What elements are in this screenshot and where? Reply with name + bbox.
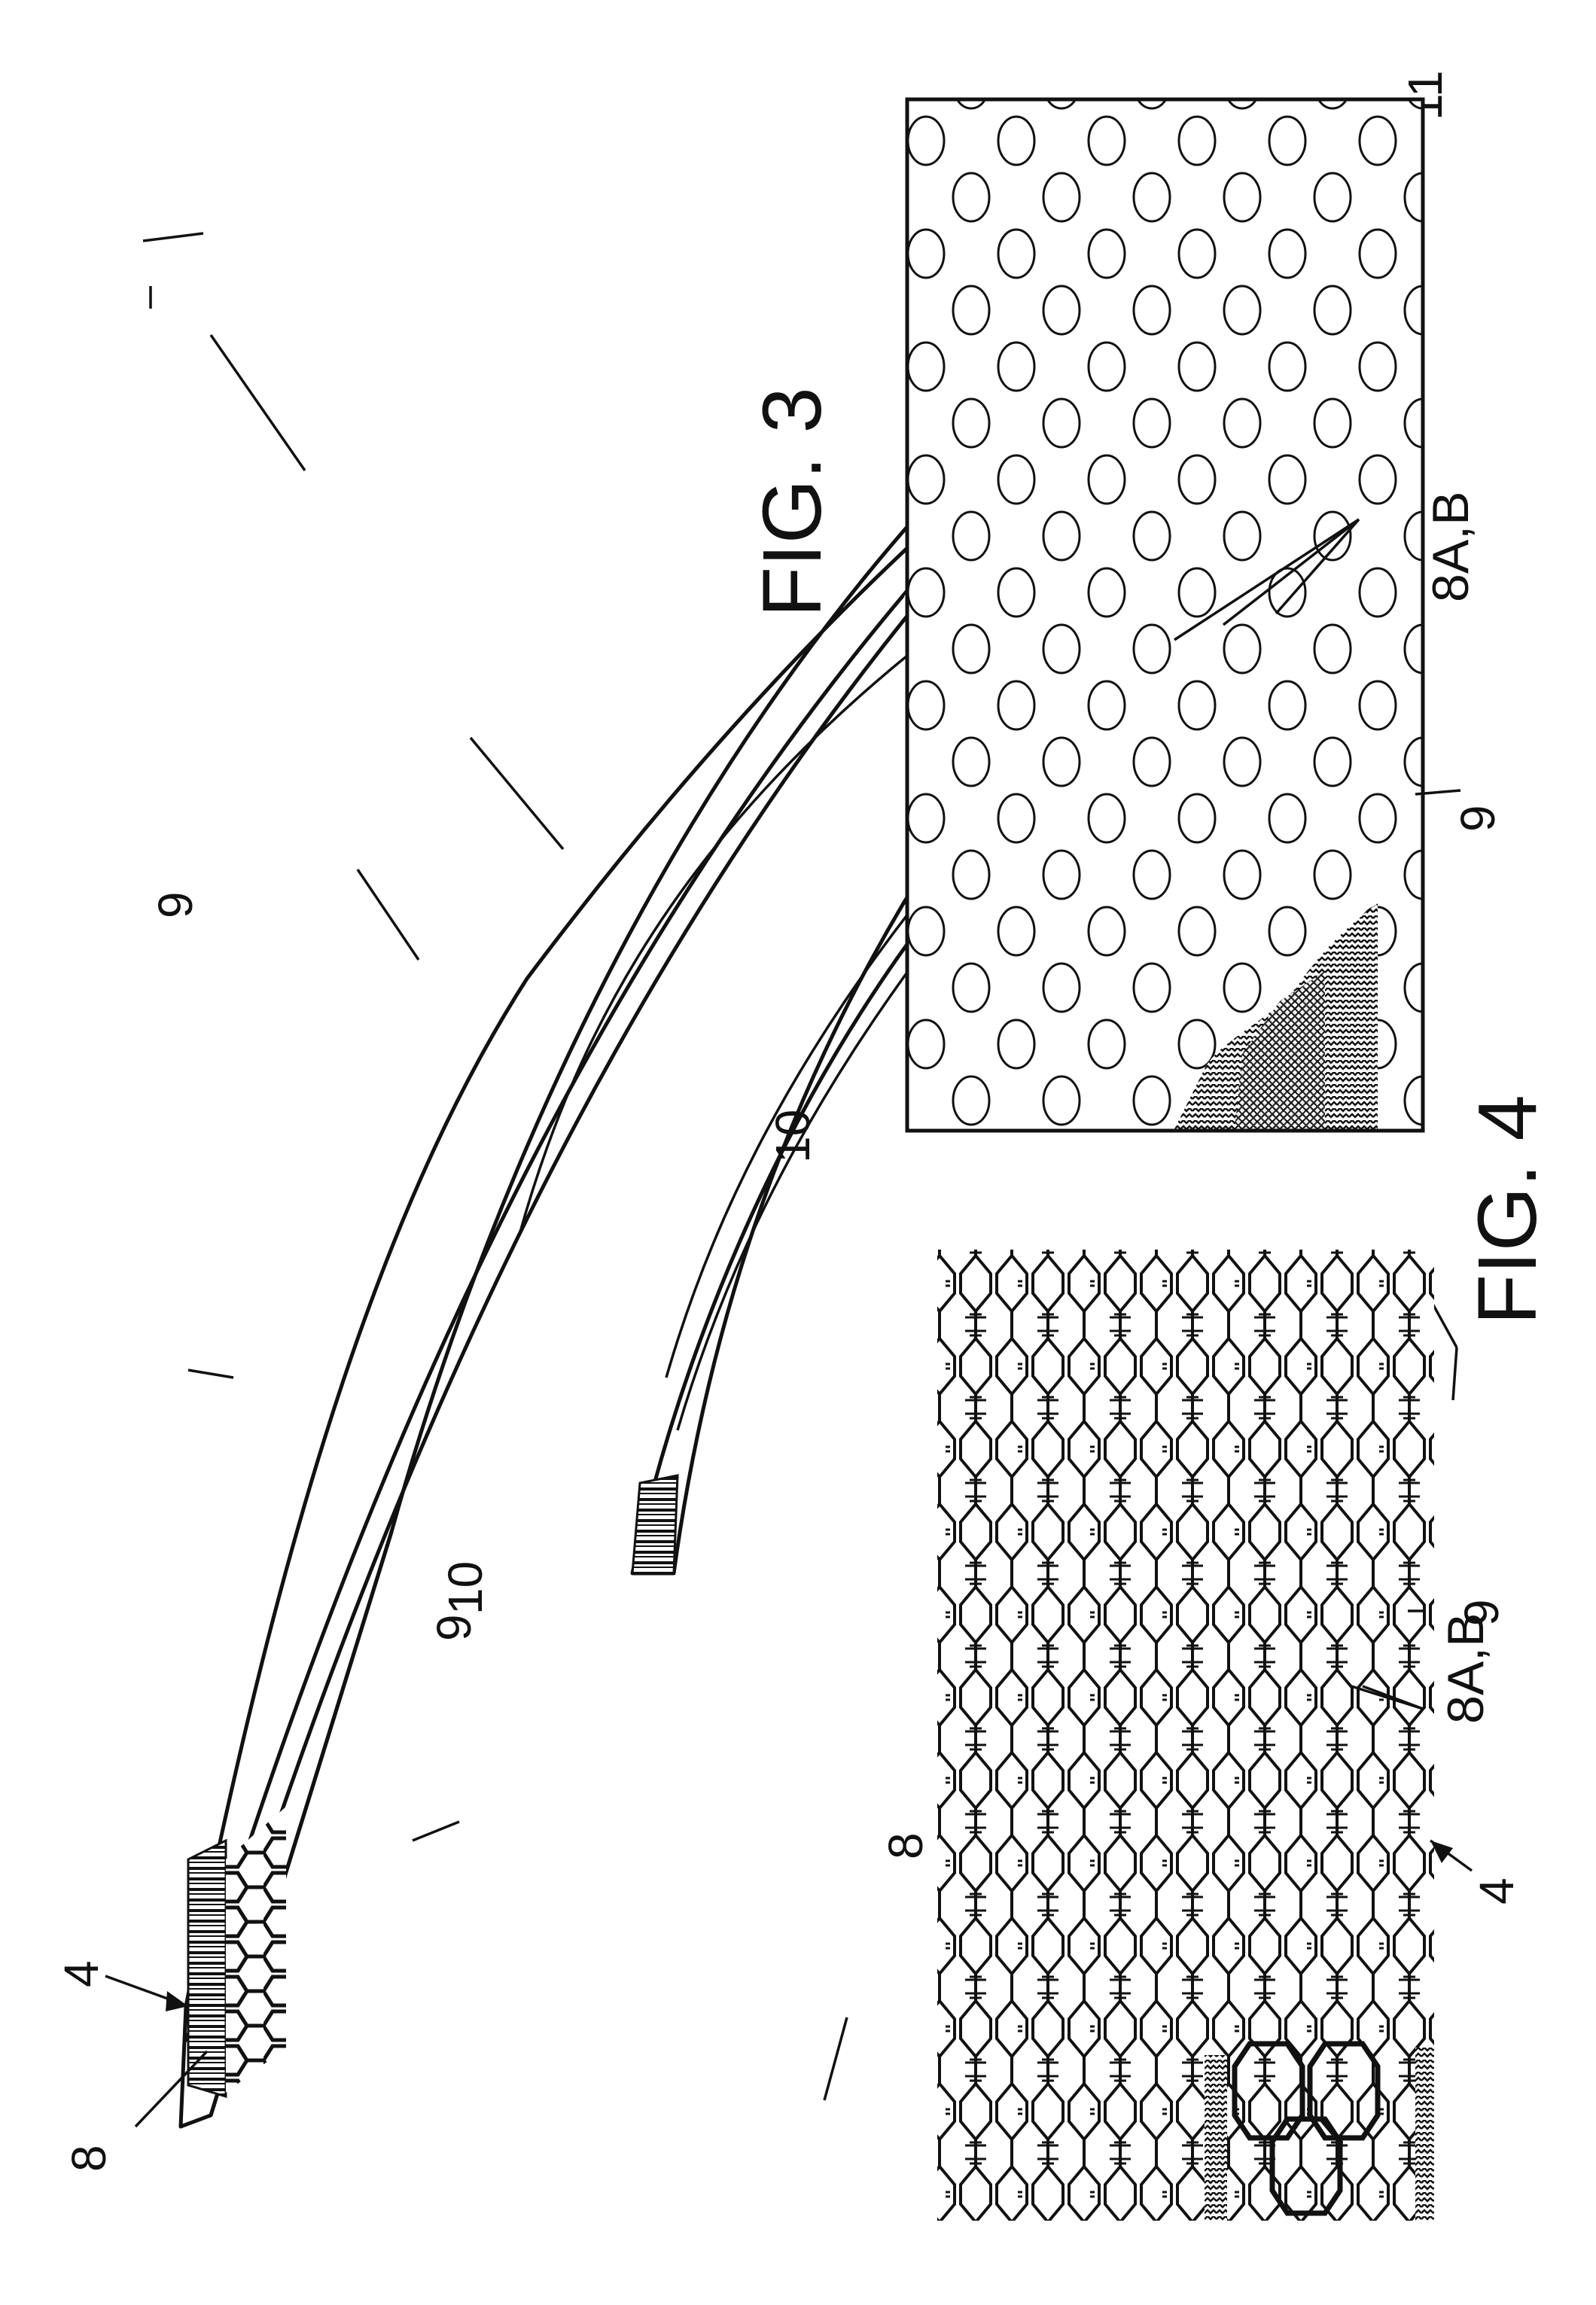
fig4-left-label-9: 9	[1454, 1599, 1509, 1626]
fig3-label-10-right: 10	[766, 1110, 820, 1163]
fig4-left-label-4: 4	[1470, 1877, 1524, 1905]
fig4-caption: FIG. 4	[1461, 1095, 1554, 1325]
fig4-ref4-arrow	[1430, 1841, 1472, 1871]
fig4-oval-pattern-panel: 8A,B 9	[907, 99, 1505, 1131]
fig3-ref4-arrow	[105, 1976, 188, 2011]
fig3-label-10-left: 10	[438, 1561, 492, 1615]
fig3-label-8-left: 8	[62, 2145, 116, 2172]
fig4-left-label-8AB: 8A,B	[1437, 1613, 1494, 1724]
fig3-label-9-top: 9	[148, 891, 203, 918]
fig4-right-label-8AB: 8A,B	[1422, 492, 1479, 602]
fig4-right-label-9: 9	[1451, 805, 1505, 832]
fig3-cells-left	[188, 1807, 286, 2096]
fig3-label-9-lower: 9	[427, 1614, 481, 1641]
fig3-label-8-right: 8	[879, 1832, 933, 1859]
fig3-caption: FIG. 3	[746, 387, 839, 617]
fig4-hex-pattern-panel: 8A,B 9 4	[937, 1250, 1524, 2221]
fig3-label-4: 4	[54, 1960, 108, 1987]
